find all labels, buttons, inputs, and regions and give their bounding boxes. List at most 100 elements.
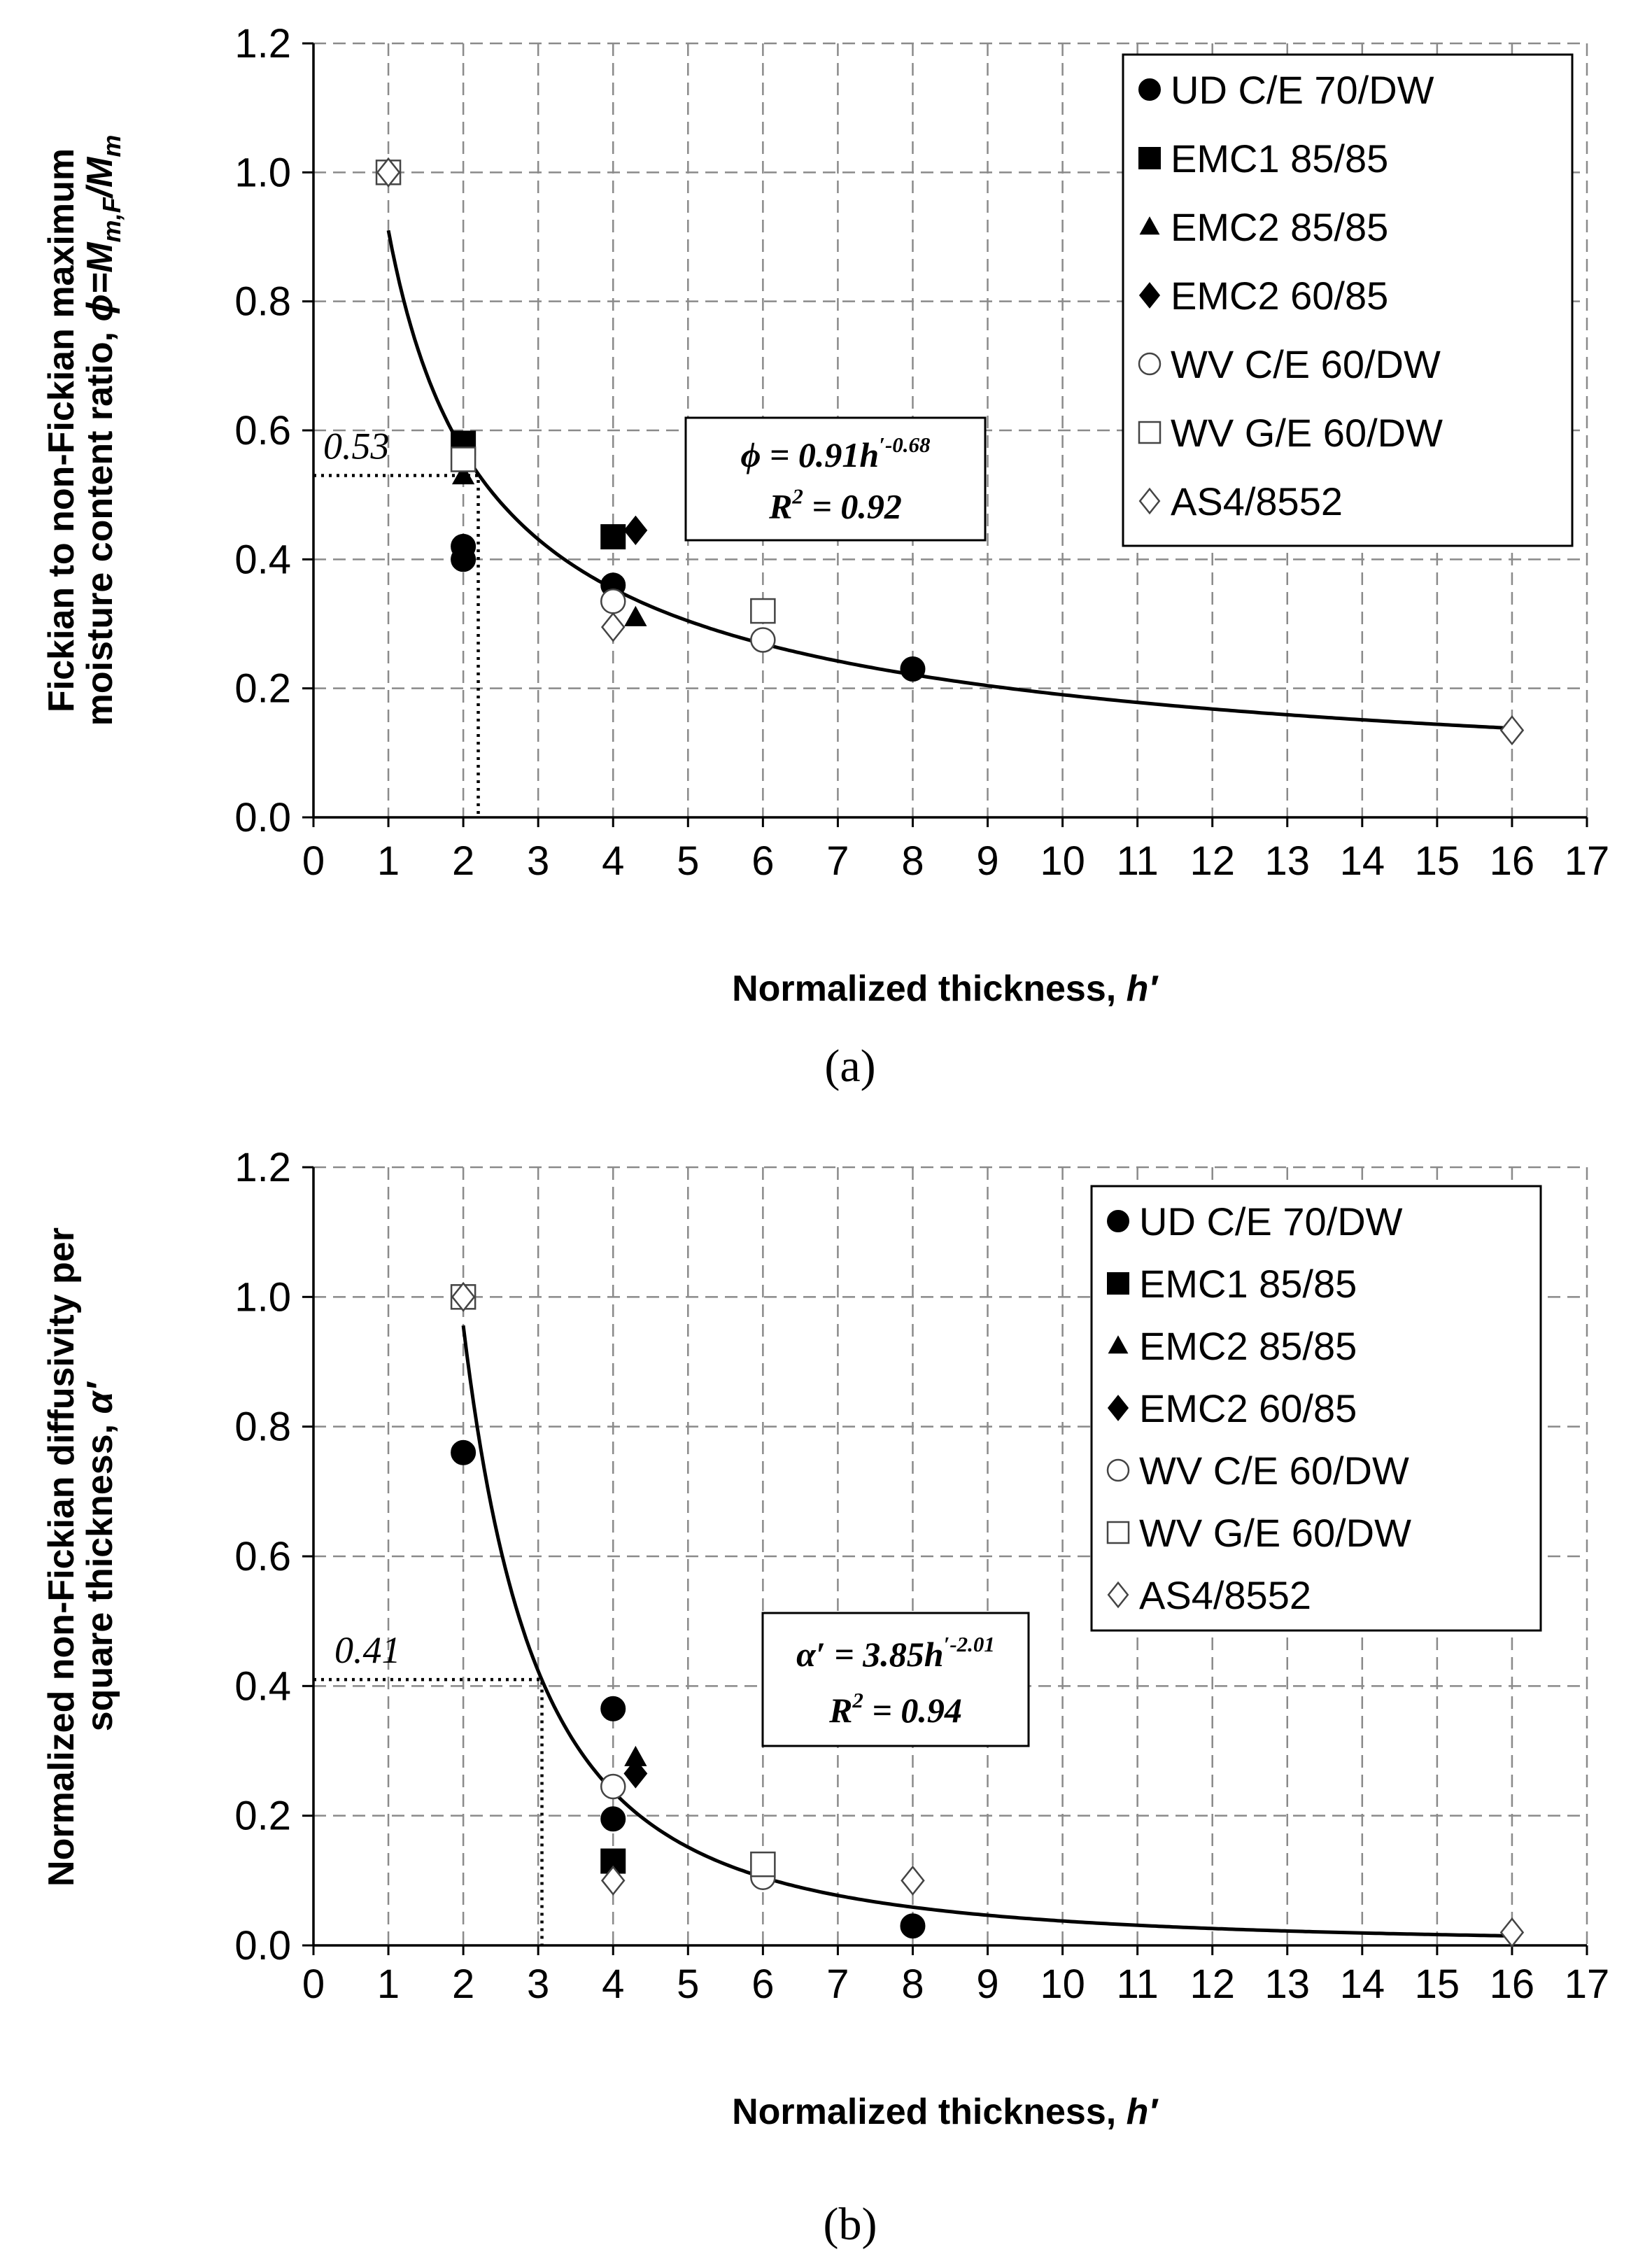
r-squared: R2 = 0.94 — [828, 1688, 962, 1730]
x-tick-label: 12 — [1189, 838, 1235, 884]
data-point — [600, 612, 626, 642]
x-tick-label: 10 — [1040, 1961, 1085, 2007]
fit-equation-exponent: ′-2.01 — [944, 1632, 995, 1656]
panel-label: (a) — [824, 1041, 875, 1092]
legend-box — [1122, 53, 1574, 547]
legend-item: EMC1 85/85 — [1138, 136, 1388, 181]
data-point — [600, 1806, 626, 1832]
legend-label: WV C/E 60/DW — [1171, 342, 1441, 386]
data-point — [600, 1865, 626, 1896]
y-tick-label: 0.2 — [234, 1794, 291, 1839]
x-tick-label: 16 — [1490, 838, 1535, 884]
legend-label: WV C/E 60/DW — [1139, 1449, 1409, 1493]
y-axis-title-text: square thickness, — [80, 1414, 120, 1731]
legend-label: EMC2 85/85 — [1139, 1324, 1357, 1368]
x-tick-label: 6 — [751, 1961, 774, 2007]
x-tick-label: 11 — [1117, 1961, 1159, 2007]
y-tick-label: 1.2 — [234, 1145, 291, 1190]
y-tick-label: 0.2 — [234, 666, 291, 712]
data-point — [901, 1865, 925, 1896]
y-axis-title-subscript-2: m — [97, 135, 126, 157]
data-point — [600, 1773, 626, 1800]
y-tick-label: 1.0 — [234, 150, 291, 195]
legend-item: WV G/E 60/DW — [1106, 1511, 1411, 1555]
x-tick-label: 16 — [1490, 1961, 1535, 2007]
x-tick-label: 2 — [452, 1961, 474, 2007]
x-tick-label: 3 — [527, 1961, 549, 2007]
y-axis-title-variable-2: /M — [80, 156, 120, 199]
x-tick-label: 11 — [1117, 838, 1159, 884]
x-tick-label: 9 — [976, 838, 998, 884]
x-tick-label: 6 — [751, 838, 774, 884]
x-tick-label: 14 — [1340, 838, 1385, 884]
fit-equation-lhs: ϕ = 0.91h — [740, 435, 879, 474]
data-point — [624, 605, 647, 626]
legend-item: UD C/E 70/DW — [1107, 1199, 1403, 1244]
series-as4-8552 — [451, 1281, 1525, 1948]
y-tick-label: 0.4 — [234, 537, 291, 582]
legend-label: WV G/E 60/DW — [1171, 411, 1443, 455]
legend-marker — [1139, 216, 1160, 235]
legend-item: EMC2 60/85 — [1107, 1386, 1357, 1430]
legend-item: UD C/E 70/DW — [1138, 68, 1434, 112]
y-axis-title-line1: Normalized non-Fickian diffusivity per — [41, 1227, 82, 1887]
legend-item: AS4/8552 — [1138, 479, 1343, 523]
legend-marker — [1138, 352, 1162, 376]
series-wv-g-e-60-dw — [375, 160, 776, 624]
r-squared-superscript: 2 — [852, 1688, 863, 1712]
chart-panel-b: 0 1 2 3 4 5 6 7 8 9 10 11 12 13 14 15 16 170.00.20.40.60.… — [41, 1145, 1609, 2250]
x-tick-label: 2 — [452, 838, 474, 884]
x-tick-label: 15 — [1415, 1961, 1460, 2007]
x-tick-label: 1 — [377, 1961, 400, 2007]
x-axis-title-variable: h′ — [1127, 2092, 1159, 2132]
x-tick-label: 5 — [677, 838, 699, 884]
y-axis-title-variable: ϕ=M — [80, 241, 120, 322]
data-point — [451, 1439, 476, 1465]
x-axis-title-variable: h′ — [1127, 968, 1159, 1009]
legend-item: WV G/E 60/DW — [1138, 411, 1443, 455]
x-axis-title: Normalized thickness, h′ — [732, 968, 1159, 1009]
r-squared-prefix: R — [768, 487, 792, 526]
data-point — [623, 515, 648, 546]
x-tick-label: 14 — [1340, 1961, 1385, 2007]
legend-item: EMC2 60/85 — [1138, 274, 1388, 318]
legend-box — [1090, 1185, 1542, 1632]
y-axis-title-line2: moisture content ratio, ϕ=Mm,F/Mm — [80, 135, 126, 726]
r-squared-value: = 0.94 — [863, 1691, 962, 1730]
legend-marker — [1106, 1521, 1130, 1544]
legend-label: EMC1 85/85 — [1139, 1262, 1357, 1306]
r-squared-value: = 0.92 — [803, 487, 902, 526]
y-axis-title-subscript: m,F — [97, 197, 126, 242]
data-point — [1499, 715, 1525, 746]
data-point — [451, 1281, 476, 1312]
r-squared-prefix: R — [828, 1691, 852, 1730]
series-ud-c-e-70-dw — [451, 1439, 926, 1939]
data-point — [600, 524, 626, 550]
x-tick-label: 7 — [826, 838, 849, 884]
data-point — [451, 547, 476, 572]
legend-marker — [1108, 1335, 1129, 1354]
chart-panel-a: 0 1 2 3 4 5 6 7 8 9 10 11 12 13 14 15 16 170.00.20.40.60.… — [41, 21, 1609, 1092]
data-point — [900, 656, 926, 682]
x-tick-label: 10 — [1040, 838, 1085, 884]
fit-equation-box — [761, 1612, 1030, 1747]
y-tick-label: 0.6 — [234, 408, 291, 453]
x-tick-label: 12 — [1189, 1961, 1235, 2007]
y-axis-title-variable: α′ — [80, 1381, 120, 1414]
data-point — [750, 1851, 776, 1878]
legend-label: UD C/E 70/DW — [1171, 68, 1434, 112]
y-axis-title-line2: square thickness, α′ — [80, 1381, 120, 1731]
y-tick-label: 0.4 — [234, 1663, 291, 1709]
legend-item: EMC2 85/85 — [1108, 1324, 1357, 1368]
y-tick-label: 0.0 — [234, 795, 291, 840]
legend-label: EMC2 60/85 — [1171, 274, 1388, 318]
legend-marker — [1138, 147, 1161, 169]
x-tick-label: 5 — [677, 1961, 699, 2007]
data-point — [600, 588, 626, 614]
r-squared: R2 = 0.92 — [768, 484, 902, 526]
y-tick-label: 1.2 — [234, 21, 291, 66]
legend-marker — [1107, 1272, 1129, 1295]
legend-item: AS4/8552 — [1107, 1573, 1311, 1617]
x-tick-label: 4 — [602, 838, 624, 884]
legend-label: EMC1 85/85 — [1171, 136, 1388, 181]
